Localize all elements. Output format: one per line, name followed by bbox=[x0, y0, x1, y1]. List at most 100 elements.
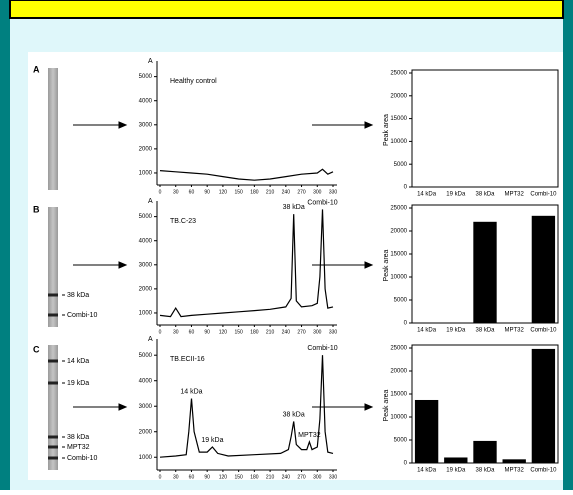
gel-label: Combi-10 bbox=[67, 455, 97, 462]
y-tick-label: 4000 bbox=[139, 378, 153, 384]
y-tick-label: 5000 bbox=[394, 298, 408, 304]
x-tick-label: 150 bbox=[234, 329, 243, 335]
x-tick-label: 300 bbox=[313, 474, 322, 480]
x-tick-label: MPT32 bbox=[505, 192, 525, 198]
x-tick-label: 90 bbox=[204, 189, 210, 195]
gel-band bbox=[48, 436, 58, 439]
x-tick-label: 180 bbox=[250, 474, 259, 480]
y-tick-label: 15000 bbox=[390, 392, 407, 398]
y-tick-label: 4000 bbox=[139, 98, 153, 104]
peak-label: 38 kDa bbox=[283, 204, 305, 211]
panel-letter: B bbox=[33, 204, 40, 214]
x-tick-label: 60 bbox=[189, 474, 195, 480]
x-tick-label: 38 kDa bbox=[475, 468, 495, 474]
x-tick-label: Combi-10 bbox=[530, 192, 557, 198]
bar bbox=[444, 457, 467, 463]
y-tick-label: 5000 bbox=[394, 438, 408, 444]
panel-letter: A bbox=[33, 64, 40, 74]
x-tick-label: 14 kDa bbox=[417, 328, 437, 334]
y-axis-label: A bbox=[148, 336, 153, 343]
peak-label: 14 kDa bbox=[180, 388, 202, 395]
gel-strip bbox=[48, 68, 58, 190]
y-axis-label: Peak area bbox=[383, 114, 390, 146]
x-tick-label: 19 kDa bbox=[446, 192, 466, 198]
gel-label: MPT32 bbox=[67, 444, 90, 451]
peak-label: MPT32 bbox=[298, 432, 321, 439]
x-tick-label: 240 bbox=[282, 474, 291, 480]
x-tick-label: 270 bbox=[297, 474, 306, 480]
left-border bbox=[0, 0, 10, 490]
y-tick-label: 10000 bbox=[390, 139, 407, 145]
x-tick-label: 270 bbox=[297, 329, 306, 335]
y-tick-label: 3000 bbox=[139, 122, 153, 128]
chart-title: TB.ECII-16 bbox=[170, 356, 205, 363]
y-tick-label: 20000 bbox=[390, 229, 407, 235]
y-tick-label: 2000 bbox=[139, 429, 153, 435]
x-tick-label: 60 bbox=[189, 189, 195, 195]
gel-band bbox=[48, 360, 58, 363]
x-tick-label: 300 bbox=[313, 189, 322, 195]
x-tick-label: 120 bbox=[219, 329, 228, 335]
x-tick-label: 30 bbox=[173, 329, 179, 335]
x-tick-label: 38 kDa bbox=[475, 192, 495, 198]
x-tick-label: 300 bbox=[313, 329, 322, 335]
x-tick-label: 30 bbox=[173, 474, 179, 480]
peak-label: 38 kDa bbox=[283, 411, 305, 418]
x-tick-label: 330 bbox=[329, 474, 338, 480]
figure: AB38 kDaCombi-10C14 kDa19 kDa38 kDaMPT32… bbox=[0, 0, 573, 490]
gel-label: 19 kDa bbox=[67, 380, 89, 387]
x-tick-label: 180 bbox=[250, 189, 259, 195]
y-tick-label: 5000 bbox=[139, 353, 153, 359]
y-tick-label: 15000 bbox=[390, 116, 407, 122]
y-tick-label: 15000 bbox=[390, 252, 407, 258]
x-tick-label: 180 bbox=[250, 329, 259, 335]
peak-label: 19 kDa bbox=[201, 437, 223, 444]
x-tick-label: MPT32 bbox=[505, 328, 525, 334]
y-tick-label: 20000 bbox=[390, 93, 407, 99]
peak-label: Combi-10 bbox=[307, 345, 337, 352]
x-tick-label: 90 bbox=[204, 329, 210, 335]
x-tick-label: MPT32 bbox=[505, 468, 525, 474]
x-tick-label: 120 bbox=[219, 474, 228, 480]
gel-strip bbox=[48, 345, 58, 470]
x-tick-label: 150 bbox=[234, 189, 243, 195]
x-tick-label: 240 bbox=[282, 329, 291, 335]
chart-title: Healthy control bbox=[170, 78, 217, 85]
y-tick-label: 1000 bbox=[139, 171, 153, 177]
y-tick-label: 10000 bbox=[390, 275, 407, 281]
bar bbox=[503, 459, 526, 463]
y-tick-label: 25000 bbox=[390, 206, 407, 212]
x-tick-label: 19 kDa bbox=[446, 328, 466, 334]
y-tick-label: 2000 bbox=[139, 146, 153, 152]
y-tick-label: 3000 bbox=[139, 404, 153, 410]
gel-band bbox=[48, 314, 58, 317]
gel-label: 38 kDa bbox=[67, 292, 89, 299]
y-tick-label: 25000 bbox=[390, 71, 407, 77]
y-axis-label: A bbox=[148, 198, 153, 205]
gel-band bbox=[48, 446, 58, 449]
x-tick-label: 30 bbox=[173, 189, 179, 195]
x-tick-label: 240 bbox=[282, 189, 291, 195]
x-tick-label: 330 bbox=[329, 189, 338, 195]
gel-label: Combi-10 bbox=[67, 312, 97, 319]
y-tick-label: 10000 bbox=[390, 415, 407, 421]
bar bbox=[473, 222, 496, 323]
x-tick-label: 0 bbox=[159, 329, 162, 335]
y-tick-label: 5000 bbox=[394, 162, 408, 168]
x-tick-label: 90 bbox=[204, 474, 210, 480]
x-tick-label: 14 kDa bbox=[417, 192, 437, 198]
right-border bbox=[563, 0, 573, 490]
x-tick-label: 330 bbox=[329, 329, 338, 335]
x-tick-label: 210 bbox=[266, 189, 275, 195]
header-banner bbox=[10, 0, 563, 18]
gel-band bbox=[48, 457, 58, 460]
x-tick-label: Combi-10 bbox=[530, 328, 557, 334]
bar bbox=[415, 400, 438, 463]
x-tick-label: 120 bbox=[219, 189, 228, 195]
y-axis-label: Peak area bbox=[383, 389, 390, 421]
y-tick-label: 1000 bbox=[139, 455, 153, 461]
bar bbox=[532, 216, 555, 323]
y-tick-label: 4000 bbox=[139, 238, 153, 244]
x-tick-label: 38 kDa bbox=[475, 328, 495, 334]
x-tick-label: 210 bbox=[266, 474, 275, 480]
